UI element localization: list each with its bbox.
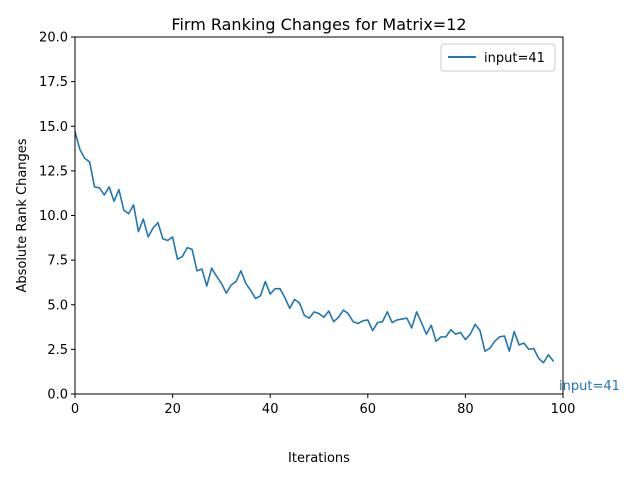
x-tick-label: 100 xyxy=(551,402,576,417)
plot-frame xyxy=(74,36,564,395)
y-axis: 0.0 2.5 5.0 7.5 10.0 12.5 15.0 17.5 20.0 xyxy=(39,31,75,403)
y-tick-label: 17.5 xyxy=(39,75,68,90)
series-end-label: input=41 xyxy=(559,379,620,394)
legend: input=41 xyxy=(440,43,556,72)
y-tick-label: 0.0 xyxy=(47,388,68,403)
x-tick-label: 0 xyxy=(71,402,79,417)
x-tick-label: 60 xyxy=(360,402,377,417)
y-tick-label: 12.5 xyxy=(39,164,68,179)
x-axis: 0 20 40 60 80 100 xyxy=(71,394,576,417)
y-tick-label: 10.0 xyxy=(39,209,68,224)
series-line-0 xyxy=(74,130,555,364)
y-tick-label: 7.5 xyxy=(47,254,68,269)
chart-title: Firm Ranking Changes for Matrix=12 xyxy=(171,15,466,34)
plot-area xyxy=(74,36,564,395)
x-tick-label: 40 xyxy=(262,402,279,417)
x-tick-label: 80 xyxy=(457,402,474,417)
series-layer xyxy=(74,130,555,364)
y-axis-label: Absolute Rank Changes xyxy=(15,138,30,292)
legend-label: input=41 xyxy=(484,51,545,66)
legend-box xyxy=(440,43,556,72)
y-tick-label: 2.5 xyxy=(47,343,68,358)
y-tick-label: 20.0 xyxy=(39,31,68,46)
y-tick-label: 5.0 xyxy=(47,298,68,313)
x-axis-label: Iterations xyxy=(288,451,350,466)
y-tick-label: 15.0 xyxy=(39,120,68,135)
x-tick-label: 20 xyxy=(164,402,181,417)
